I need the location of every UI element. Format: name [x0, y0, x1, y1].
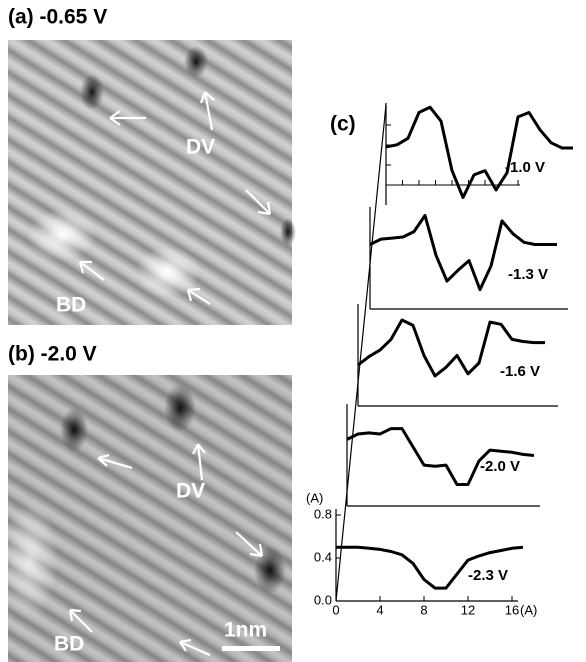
arrow: [97, 453, 133, 470]
marker-label: BD: [56, 294, 86, 317]
profile-line: [346, 427, 535, 486]
marker-label: DV: [186, 136, 215, 159]
profile-line: [357, 318, 545, 378]
arrow: [192, 443, 206, 481]
marker-label: DV: [176, 480, 205, 503]
x-tick-label: 16: [505, 602, 519, 617]
arrow: [199, 91, 215, 131]
x-axis-label: (A): [520, 602, 537, 617]
arrow: [78, 260, 105, 281]
profile-line: [336, 545, 524, 590]
arrow: [179, 638, 211, 657]
profile-line: [369, 214, 557, 292]
x-tick-label: 4: [376, 602, 383, 617]
x-tick-label: 0: [332, 602, 339, 617]
guide-line: [335, 104, 387, 602]
marker-label: BD: [54, 633, 84, 656]
y-axis-label: (A): [306, 490, 323, 505]
x-tick-label: 12: [461, 602, 475, 617]
panel-label: (b) -2.0 V: [8, 343, 97, 366]
scale-bar-label: 1nm: [224, 619, 267, 642]
series-label: -2.3 V: [468, 567, 508, 584]
series-label: -2.0 V: [480, 458, 520, 475]
y-tick-label: 0.8: [314, 506, 332, 521]
y-tick-label: 0.4: [314, 549, 332, 564]
series-label: -1.3 V: [508, 266, 548, 283]
y-tick-label: 0.0: [314, 592, 332, 607]
panel-label: (a) -0.65 V: [8, 6, 107, 29]
series-label: -1.6 V: [500, 363, 540, 380]
stm-image-a: [8, 40, 296, 325]
panel-label: (c): [330, 113, 356, 136]
series-label: -1.0 V: [505, 159, 545, 176]
x-tick-label: 8: [420, 602, 427, 617]
stm-image-b: [2, 375, 292, 662]
arrow: [245, 189, 272, 216]
scale-bar: [222, 646, 280, 651]
arrow: [68, 608, 93, 633]
arrow: [109, 110, 146, 126]
arrow: [235, 531, 264, 558]
arrow: [186, 287, 211, 305]
profile-line: [385, 105, 573, 199]
